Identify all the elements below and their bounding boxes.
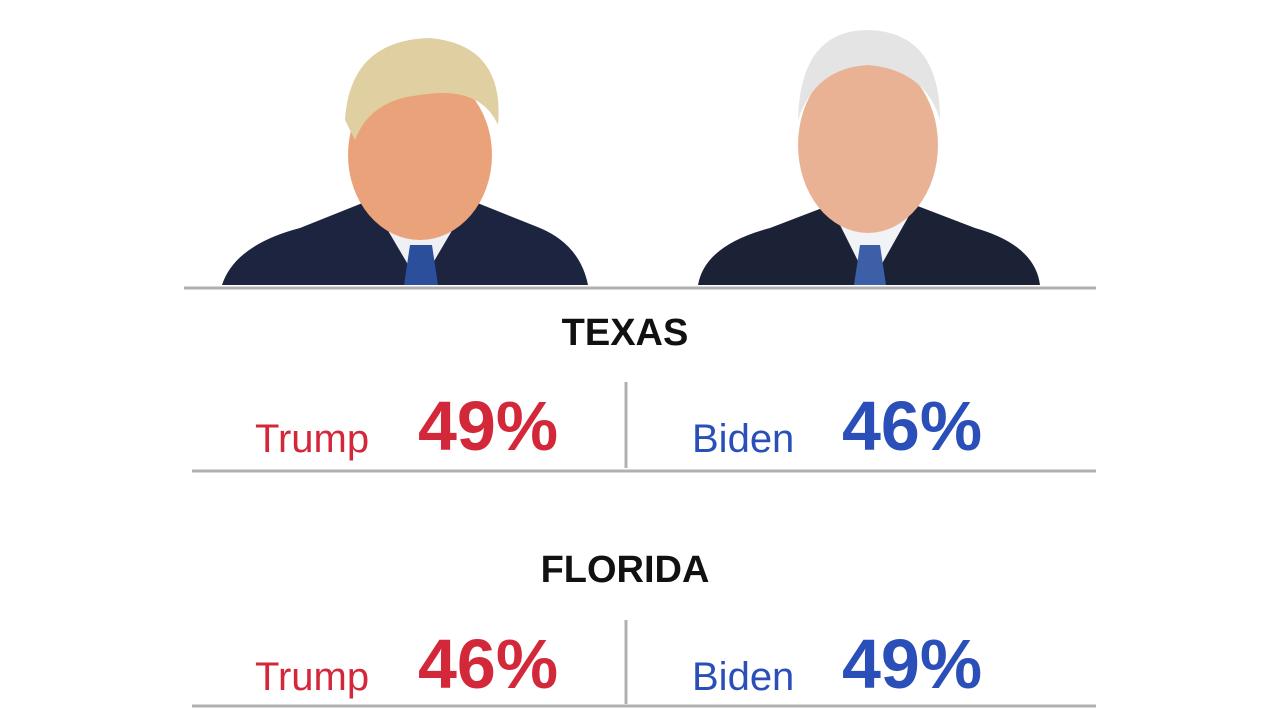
candidate-name: Trump [255, 655, 369, 699]
candidate-name: Biden [692, 655, 794, 699]
poll-value: 49% [842, 625, 982, 703]
poll-value: 49% [418, 387, 558, 465]
poll-value: 46% [842, 387, 982, 465]
trump-photo [222, 38, 588, 285]
state-title: TEXAS [562, 312, 689, 354]
poll-value: 46% [418, 625, 558, 703]
biden-photo [698, 30, 1040, 285]
candidate-name: Trump [255, 417, 369, 461]
state-title: FLORIDA [541, 549, 710, 591]
candidate-name: Biden [692, 417, 794, 461]
